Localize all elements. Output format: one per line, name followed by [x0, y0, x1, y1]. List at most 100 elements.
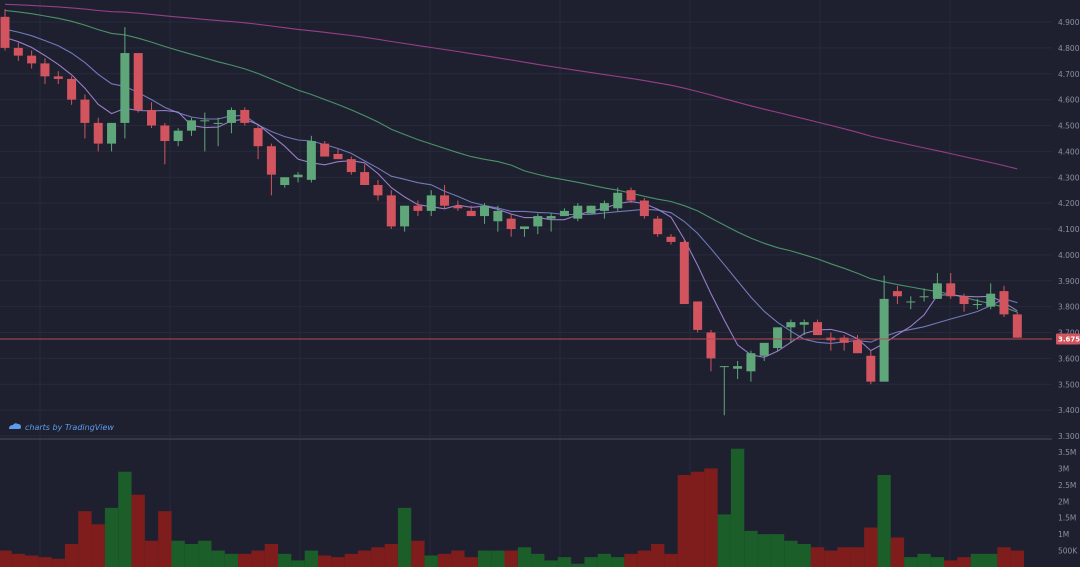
volume-bar — [104, 507, 119, 567]
candle-body — [866, 355, 876, 382]
price-tick-label: 4.1000 — [1058, 225, 1080, 234]
volume-bar — [744, 530, 758, 567]
volume-bar — [677, 475, 691, 567]
candle-body — [333, 153, 343, 160]
candle-body — [919, 296, 929, 298]
candle-body — [946, 283, 956, 297]
volume-bar — [224, 553, 239, 567]
volume-bar — [917, 553, 931, 567]
volume-bar — [704, 468, 718, 567]
price-tick-label: 3.9000 — [1058, 277, 1080, 286]
volume-bar — [970, 553, 985, 567]
candle-body — [999, 291, 1009, 315]
volume-bar — [91, 524, 105, 567]
candle-body — [0, 16, 10, 48]
volume-tick-label: 2.5M — [1058, 481, 1076, 490]
candle-body — [693, 301, 703, 330]
volume-tick-label: 2M — [1058, 497, 1069, 506]
candle-body — [160, 125, 170, 142]
ma-path — [4, 9, 1018, 313]
price-tick-label: 4.6000 — [1058, 96, 1080, 105]
candle-body — [400, 205, 410, 227]
volume-bar — [890, 537, 905, 567]
candle-body — [519, 226, 529, 229]
price-tick-label: 4.4000 — [1058, 147, 1080, 156]
volume-bar — [384, 544, 398, 567]
volume-tick-label: 3M — [1058, 464, 1069, 473]
candle-body — [266, 146, 276, 175]
volume-bar — [184, 544, 199, 567]
watermark[interactable]: charts by TradingView — [9, 423, 114, 432]
volume-bar — [637, 550, 652, 567]
volume-tick-label: 1M — [1058, 530, 1069, 539]
volume-tick-label: 1.5M — [1058, 514, 1076, 523]
volume-bar — [144, 540, 159, 567]
candle-body — [147, 109, 157, 126]
candles — [0, 9, 1022, 416]
ma-path — [4, 36, 1018, 358]
price-tick-label: 4.3000 — [1058, 173, 1080, 182]
volume-bar — [877, 475, 891, 567]
volume-bar — [930, 557, 945, 567]
last-price-label: 3.6751 — [1058, 335, 1080, 343]
volume-bar — [810, 547, 825, 567]
candle-body — [386, 195, 396, 227]
candle-body — [93, 122, 103, 144]
candle-body — [719, 366, 729, 368]
volume-bar — [211, 550, 225, 567]
candle-body — [320, 143, 330, 157]
volume-bar — [397, 507, 412, 567]
volume-bar — [411, 540, 425, 567]
candle-body — [706, 332, 716, 359]
candle-body — [133, 53, 143, 110]
volume-tick-label: 3.5M — [1058, 448, 1076, 457]
volume-bar — [171, 540, 185, 567]
candle-body — [373, 185, 383, 196]
candle-body — [213, 122, 223, 124]
volume-bar — [344, 553, 358, 567]
candle-body — [533, 216, 543, 227]
volume-bar — [491, 550, 505, 567]
volume-bar — [690, 471, 705, 567]
volume-bar — [664, 553, 678, 567]
price-tick-label: 4.9000 — [1058, 18, 1080, 27]
volume-bar — [158, 511, 172, 567]
candle-body — [80, 99, 90, 123]
price-tick-label: 4.2000 — [1058, 199, 1080, 208]
candle-body — [1012, 314, 1022, 338]
volume-axis[interactable]: 3.5M 3M 2.5M 2M 1.5M 1M 500K — [1058, 448, 1078, 556]
candle-body — [13, 47, 23, 56]
volume-bar — [837, 547, 851, 567]
volume-bar — [331, 557, 345, 567]
volume-bar — [78, 511, 92, 567]
volume-bar — [464, 557, 478, 567]
candle-body — [346, 159, 356, 173]
volume-bar — [11, 553, 25, 567]
candle-body — [879, 298, 889, 382]
candle-body — [599, 203, 609, 211]
candle-body — [786, 322, 796, 328]
candle-body — [280, 177, 290, 186]
volume-bar — [198, 540, 212, 567]
volume-bar — [717, 514, 731, 567]
price-axis[interactable]: 4.9000 4.8000 4.7000 4.6000 4.5000 4.4000 4.30… — [1058, 18, 1080, 441]
candle-body — [67, 78, 77, 100]
volume-bar — [1010, 550, 1024, 567]
volume-bar — [318, 555, 332, 567]
volume-bar — [864, 527, 878, 567]
volume-bar — [757, 534, 771, 567]
volume-bar — [770, 534, 785, 567]
candle-body — [586, 205, 596, 214]
volume-bar — [304, 550, 319, 567]
candle-body — [573, 205, 583, 219]
tradingview-cloud-icon — [9, 423, 21, 429]
candle-body — [240, 109, 250, 123]
volume-bar — [357, 550, 372, 567]
volume-bar — [531, 553, 545, 567]
price-tick-label: 3.6000 — [1058, 354, 1080, 363]
volume-bar — [264, 544, 279, 567]
candle-body — [440, 195, 450, 206]
candle-body — [986, 293, 996, 307]
